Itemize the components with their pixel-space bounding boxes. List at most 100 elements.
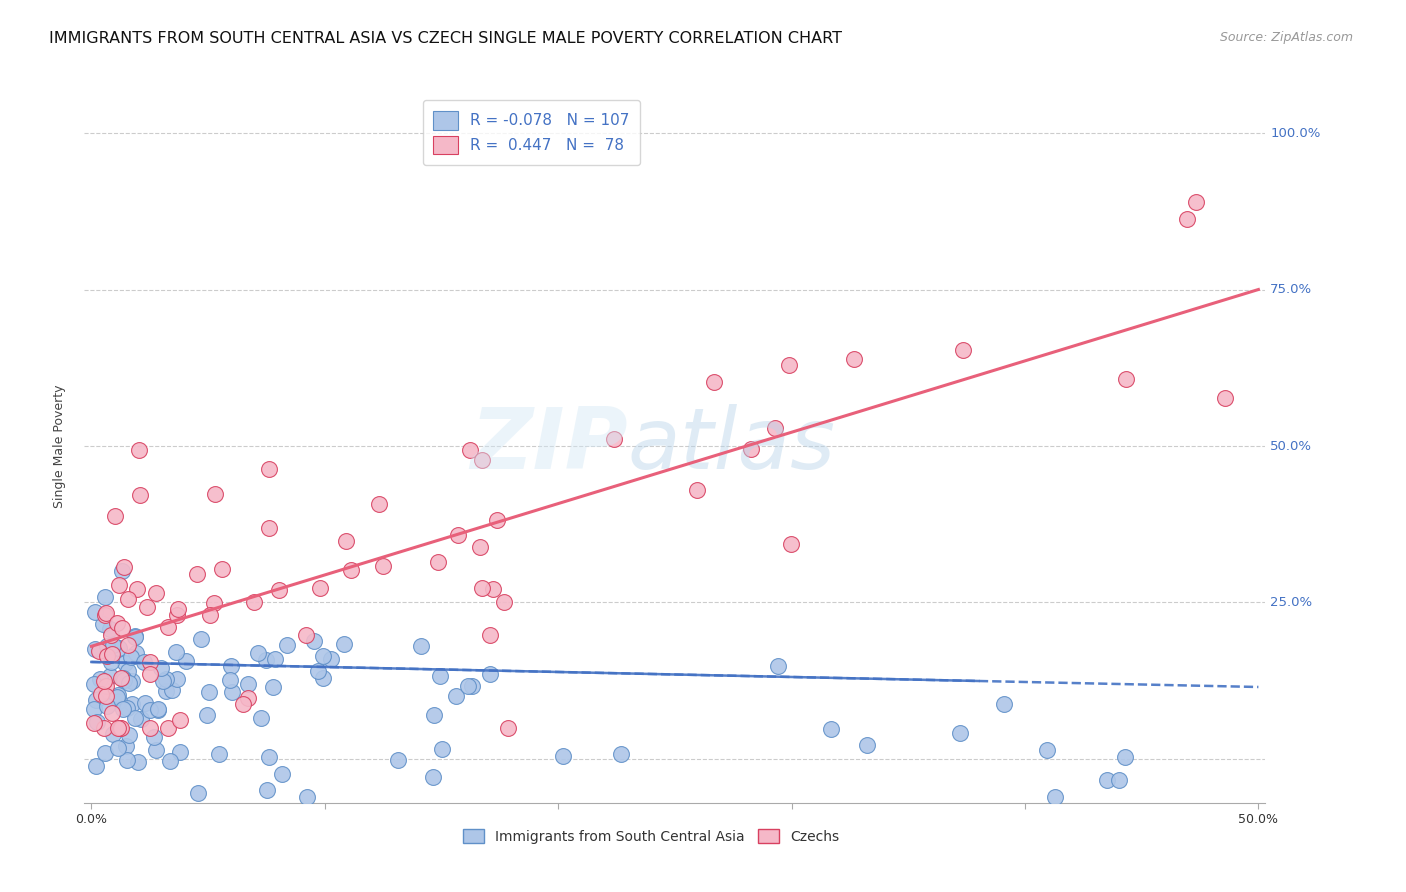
Point [112,560,135,574]
Point [842,351,865,366]
Point [148,702,170,716]
Text: Source: ZipAtlas.com: Source: ZipAtlas.com [1219,31,1353,45]
Point [485,513,508,527]
Point [120,650,142,665]
Point [107,741,129,756]
Point [236,677,259,691]
Point [249,711,271,725]
Point [471,452,494,467]
Point [90,687,112,701]
Point [93,591,115,605]
Point [166,672,188,686]
Point [198,607,221,622]
Point [108,721,131,735]
Point [1115,371,1137,385]
Point [96,699,118,714]
Point [94,746,117,760]
Point [142,730,165,744]
Point [447,528,470,542]
Point [96,689,118,703]
Point [259,462,281,476]
Point [136,599,159,614]
Point [307,664,329,678]
Point [146,702,169,716]
Point [1036,743,1059,757]
Point [952,343,974,357]
Point [155,673,177,687]
Point [211,562,233,576]
Point [257,521,280,535]
Point [111,702,134,716]
Point [820,722,842,736]
Point [129,712,152,726]
Point [165,645,187,659]
Point [270,766,292,780]
Point [100,656,122,670]
Point [1095,772,1118,787]
Point [83,677,105,691]
Point [112,671,135,685]
Point [262,680,284,694]
Point [104,509,127,524]
Point [96,640,118,654]
Text: 100.0%: 100.0% [1270,127,1320,139]
Point [117,592,139,607]
Point [157,721,180,735]
Point [103,727,125,741]
Point [686,483,709,497]
Point [162,683,184,698]
Point [426,555,449,569]
Point [264,651,287,665]
Point [254,653,277,667]
Point [1114,749,1136,764]
Point [89,672,111,686]
Point [387,754,409,768]
Point [457,679,479,693]
Point [479,628,502,642]
Point [461,679,484,693]
Point [84,693,107,707]
Y-axis label: Single Male Poverty: Single Male Poverty [53,384,66,508]
Point [247,646,270,660]
Point [498,721,520,735]
Text: IMMIGRANTS FROM SOUTH CENTRAL ASIA VS CZECH SINGLE MALE POVERTY CORRELATION CHAR: IMMIGRANTS FROM SOUTH CENTRAL ASIA VS CZ… [49,31,842,46]
Point [1177,212,1199,227]
Point [152,674,174,689]
Point [110,721,132,735]
Point [295,789,318,804]
Point [84,642,107,657]
Point [118,676,141,690]
Point [91,616,114,631]
Point [169,713,191,727]
Point [121,674,143,689]
Point [83,716,105,731]
Point [309,582,332,596]
Point [93,674,115,689]
Point [368,497,391,511]
Point [780,537,803,551]
Point [121,697,143,711]
Point [778,358,800,372]
Point [458,442,481,457]
Text: 25.0%: 25.0% [1270,596,1312,609]
Point [321,652,343,666]
Point [856,738,879,752]
Point [422,770,444,784]
Point [763,421,786,435]
Text: 75.0%: 75.0% [1270,283,1312,296]
Point [118,728,141,742]
Point [204,487,226,501]
Point [108,577,131,591]
Point [482,582,505,596]
Point [107,694,129,708]
Point [105,615,128,630]
Legend: Immigrants from South Central Asia, Czechs: Immigrants from South Central Asia, Czec… [457,823,845,849]
Point [202,597,225,611]
Point [145,742,167,756]
Point [115,739,138,753]
Point [108,640,131,655]
Point [335,533,357,548]
Point [98,668,121,682]
Point [124,631,146,645]
Point [117,638,139,652]
